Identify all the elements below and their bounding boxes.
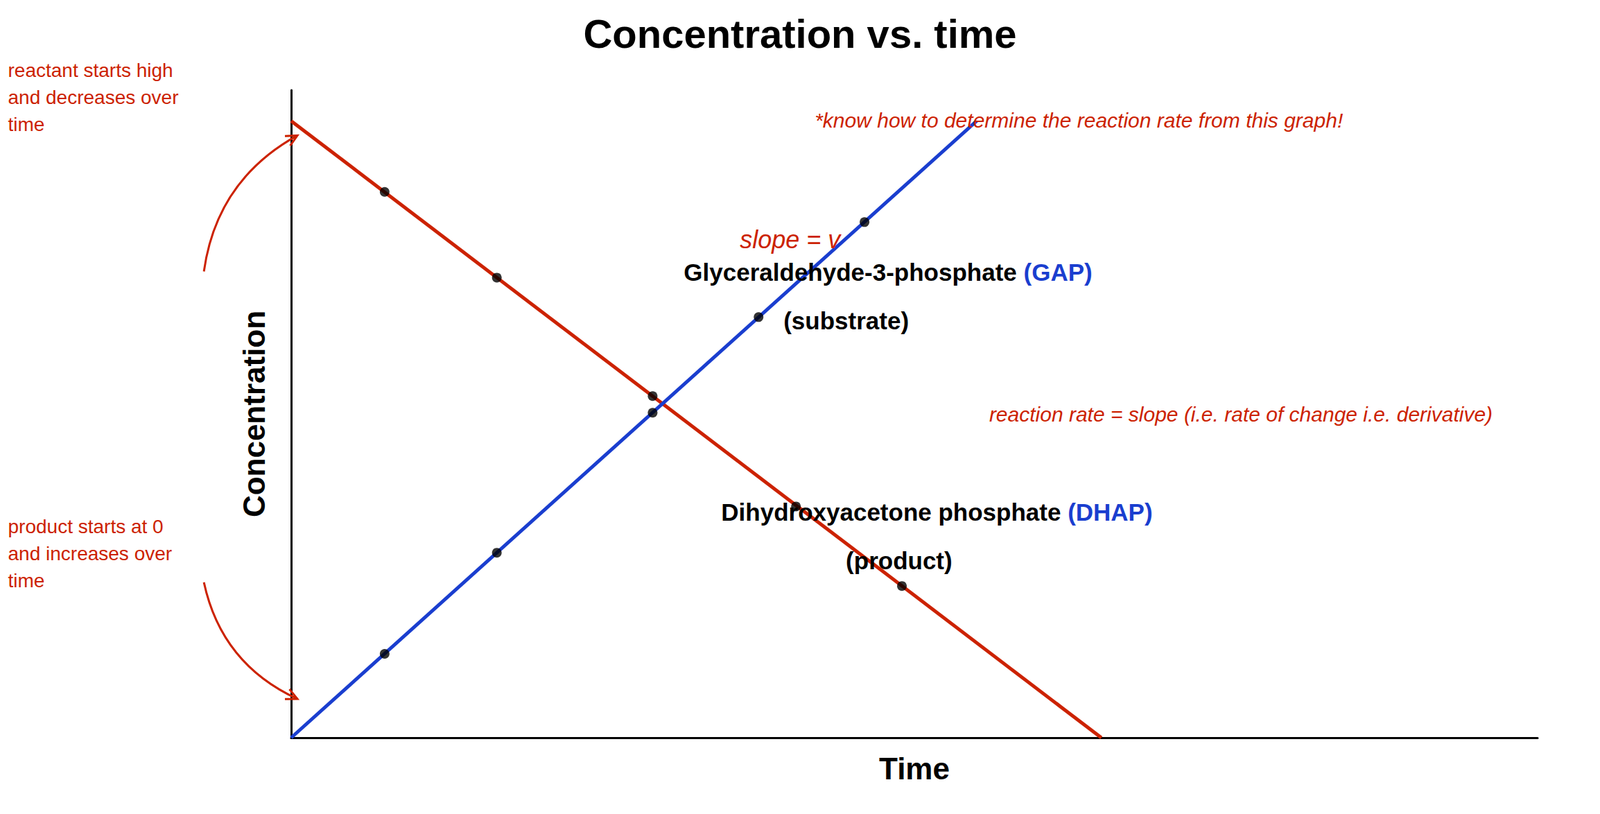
svg-text:slope = v: slope = v bbox=[739, 225, 842, 254]
svg-text:time: time bbox=[8, 113, 46, 136]
svg-text:Concentration vs. time: Concentration vs. time bbox=[583, 11, 1017, 57]
svg-text:and decreases over: and decreases over bbox=[8, 86, 179, 109]
svg-text:Time: Time bbox=[879, 751, 950, 786]
svg-text:reactant starts high: reactant starts high bbox=[8, 59, 174, 82]
svg-text:(GAP): (GAP) bbox=[1023, 258, 1093, 286]
svg-text:reaction rate = slope (i.e. ra: reaction rate = slope (i.e. rate of chan… bbox=[989, 402, 1493, 426]
svg-text:(product): (product) bbox=[845, 546, 953, 575]
svg-text:product starts at 0: product starts at 0 bbox=[8, 515, 164, 538]
svg-text:Dihydroxyacetone phosphate: Dihydroxyacetone phosphate bbox=[720, 498, 1068, 526]
svg-text:and increases over: and increases over bbox=[8, 542, 173, 565]
svg-text:(substrate): (substrate) bbox=[783, 307, 909, 335]
svg-text:Glyceraldehyde-3-phosphate: Glyceraldehyde-3-phosphate bbox=[683, 258, 1024, 286]
svg-text:time: time bbox=[8, 569, 46, 592]
svg-text:Concentration: Concentration bbox=[237, 310, 272, 518]
svg-text:*know how to determine the rea: *know how to determine the reaction rate… bbox=[814, 108, 1344, 132]
svg-text:(DHAP): (DHAP) bbox=[1067, 498, 1153, 526]
